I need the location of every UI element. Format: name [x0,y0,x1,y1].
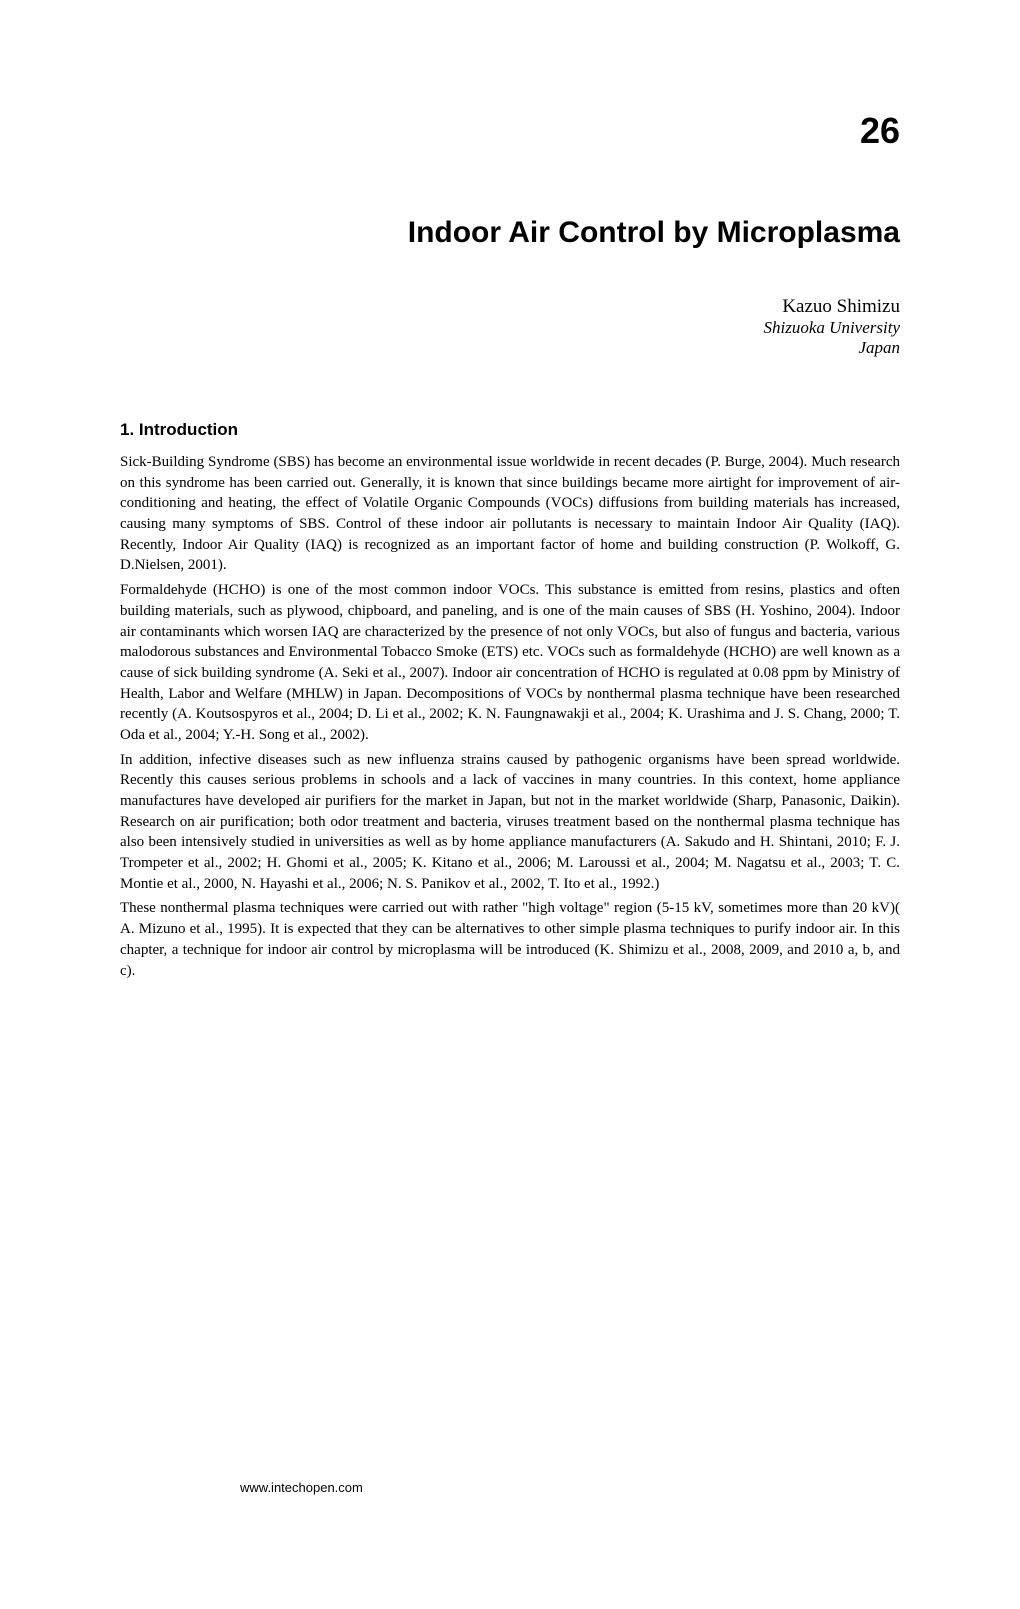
paragraph-4: These nonthermal plasma techniques were … [120,898,900,981]
author-block: Kazuo Shimizu Shizuoka University Japan [120,296,900,358]
section-heading: 1. Introduction [120,420,900,440]
paragraph-3: In addition, infective diseases such as … [120,750,900,895]
paragraph-2: Formaldehyde (HCHO) is one of the most c… [120,580,900,746]
author-affiliation: Shizuoka University [120,318,900,338]
footer-source-link: www.intechopen.com [240,1480,363,1495]
paragraph-1: Sick-Building Syndrome (SBS) has become … [120,452,900,576]
author-country: Japan [120,338,900,358]
chapter-title: Indoor Air Control by Microplasma [120,216,900,250]
author-name: Kazuo Shimizu [120,296,900,318]
chapter-number: 26 [120,110,900,152]
